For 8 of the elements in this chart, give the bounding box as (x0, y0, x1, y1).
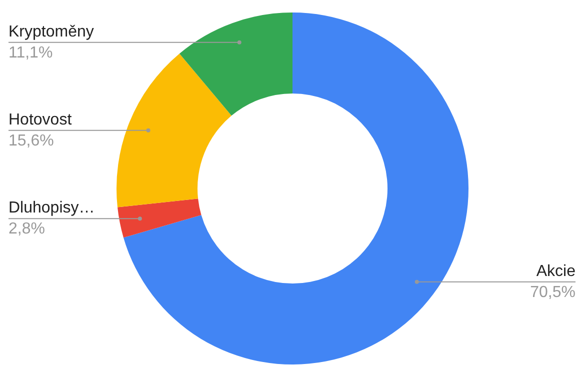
data-label: 15,6% (8, 132, 54, 150)
data-label: 11,1% (8, 44, 53, 62)
slice-label: Akcie (536, 262, 576, 280)
slice-label: Dluhopisy… (8, 200, 95, 217)
slice-label: Kryptoměny (8, 23, 94, 40)
data-label: 2,8% (8, 220, 45, 238)
data-label: 70,5% (530, 284, 576, 301)
slice-label: Hotovost (8, 111, 72, 128)
